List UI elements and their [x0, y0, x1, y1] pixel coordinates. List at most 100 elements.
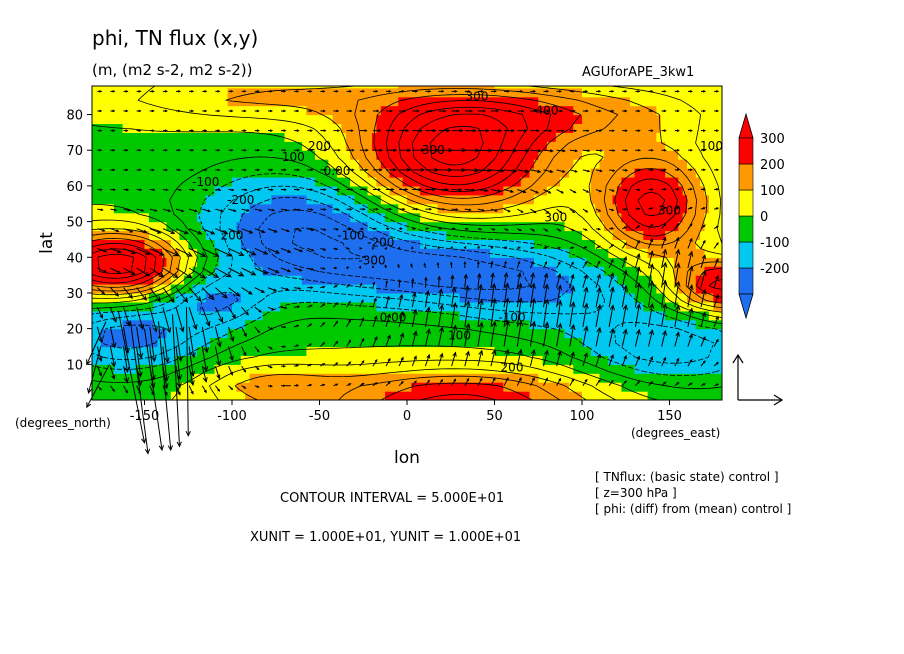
field-cell	[393, 301, 399, 312]
field-cell	[92, 355, 97, 365]
field-cell	[647, 105, 653, 116]
field-cell	[302, 364, 307, 374]
field-cell	[582, 105, 587, 116]
field-cell	[691, 346, 697, 356]
field-cell	[319, 86, 325, 89]
field-cell	[205, 337, 211, 348]
field-cell	[240, 266, 246, 276]
field-cell	[232, 203, 237, 214]
field-cell	[223, 301, 229, 312]
field-cell	[328, 301, 334, 312]
field-cell	[577, 168, 583, 178]
field-cell	[380, 212, 386, 223]
field-cell	[498, 194, 504, 205]
field-cell	[560, 328, 566, 339]
field-cell	[415, 266, 421, 276]
field-cell	[459, 87, 465, 98]
field-cell	[437, 177, 443, 187]
field-cell	[538, 328, 544, 339]
field-cell	[407, 132, 412, 142]
field-cell	[315, 382, 321, 392]
field-cell	[634, 177, 640, 187]
field-cell	[538, 194, 544, 205]
field-cell	[118, 87, 124, 98]
field-cell	[144, 123, 150, 133]
field-cell	[612, 284, 618, 294]
field-cell	[678, 346, 684, 356]
field-cell	[603, 114, 609, 124]
field-cell	[109, 87, 115, 98]
field-cell	[183, 194, 189, 205]
field-cell	[481, 132, 487, 142]
field-cell	[542, 391, 548, 400]
field-cell	[192, 382, 198, 392]
chart-subtitle: (m, (m2 s-2, m2 s-2))	[92, 61, 252, 79]
field-cell	[345, 168, 351, 178]
field-cell	[407, 382, 412, 392]
field-cell	[157, 141, 163, 151]
field-cell	[533, 177, 539, 187]
field-cell	[582, 123, 587, 133]
field-cell	[407, 391, 412, 400]
field-cell	[179, 177, 185, 187]
field-cell	[638, 239, 644, 249]
field-cell	[424, 328, 430, 339]
field-cell	[665, 203, 671, 214]
field-cell	[477, 248, 482, 258]
field-cell	[407, 319, 412, 330]
field-cell	[402, 310, 408, 321]
field-cell	[498, 364, 504, 374]
field-cell	[507, 87, 513, 98]
field-cell	[555, 230, 561, 240]
field-cell	[205, 239, 211, 249]
field-cell	[503, 221, 509, 232]
field-cell	[442, 150, 447, 160]
field-cell	[144, 177, 150, 187]
field-cell	[363, 194, 369, 205]
field-cell	[345, 382, 351, 392]
field-cell	[275, 159, 281, 169]
field-cell	[477, 337, 482, 348]
field-cell	[472, 141, 478, 151]
field-cell	[411, 194, 417, 205]
field-cell	[687, 168, 692, 178]
field-cell	[118, 346, 124, 356]
field-cell	[415, 257, 421, 267]
field-cell	[96, 114, 102, 124]
field-cell	[109, 185, 115, 196]
field-cell	[328, 337, 334, 348]
field-cell	[262, 132, 268, 142]
field-cell	[612, 159, 618, 169]
field-cell	[520, 212, 526, 223]
field-cell	[424, 319, 430, 330]
field-cell	[407, 248, 412, 258]
field-cell	[315, 203, 321, 214]
field-cell	[459, 86, 465, 89]
field-cell	[494, 337, 500, 348]
field-cell	[302, 337, 307, 348]
field-cell	[503, 301, 509, 312]
field-cell	[437, 257, 443, 267]
field-cell	[398, 301, 404, 312]
field-cell	[533, 96, 539, 107]
field-cell	[529, 337, 535, 348]
field-cell	[358, 373, 364, 383]
field-cell	[100, 87, 106, 98]
field-cell	[372, 230, 377, 240]
field-cell	[175, 364, 181, 374]
field-cell	[166, 221, 172, 232]
field-cell	[634, 373, 640, 383]
field-cell	[463, 391, 469, 400]
field-cell	[472, 293, 478, 303]
field-cell	[105, 194, 111, 205]
field-cell	[428, 391, 434, 400]
field-cell	[122, 141, 128, 151]
field-cell	[236, 257, 242, 267]
field-cell	[153, 373, 159, 383]
field-cell	[446, 293, 452, 303]
field-cell	[319, 177, 325, 187]
field-cell	[280, 86, 286, 89]
field-cell	[105, 293, 111, 303]
field-cell	[92, 185, 97, 196]
field-cell	[363, 337, 369, 348]
